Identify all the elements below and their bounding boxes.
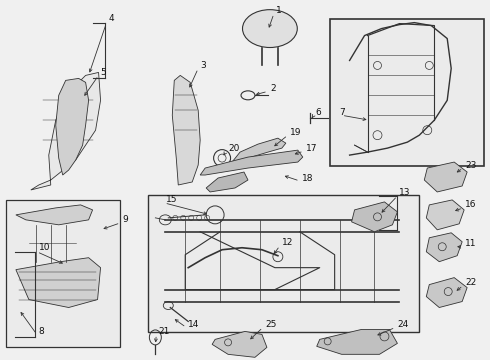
Text: 16: 16 xyxy=(465,201,477,210)
Bar xyxy=(330,19,484,166)
Polygon shape xyxy=(16,258,100,307)
Polygon shape xyxy=(426,233,462,262)
Text: 5: 5 xyxy=(100,68,106,77)
Polygon shape xyxy=(426,200,464,230)
Text: 14: 14 xyxy=(188,320,199,329)
Polygon shape xyxy=(317,329,397,354)
Text: 2: 2 xyxy=(270,84,275,93)
Text: 9: 9 xyxy=(122,215,128,224)
Text: 1: 1 xyxy=(276,6,282,15)
Text: 25: 25 xyxy=(265,320,276,329)
Text: 12: 12 xyxy=(282,238,293,247)
Polygon shape xyxy=(31,72,100,190)
Polygon shape xyxy=(424,162,467,192)
Polygon shape xyxy=(212,332,267,357)
Bar xyxy=(148,195,419,332)
Text: 11: 11 xyxy=(465,239,477,248)
Text: 22: 22 xyxy=(465,278,476,287)
Text: 18: 18 xyxy=(302,174,313,183)
Text: 23: 23 xyxy=(465,161,476,170)
Polygon shape xyxy=(352,202,397,232)
Polygon shape xyxy=(232,138,286,162)
Bar xyxy=(6,200,121,347)
Text: 3: 3 xyxy=(200,61,206,70)
Polygon shape xyxy=(200,150,303,175)
Text: 4: 4 xyxy=(108,14,114,23)
Text: 6: 6 xyxy=(316,108,321,117)
Text: 24: 24 xyxy=(397,320,409,329)
Text: 15: 15 xyxy=(166,195,178,204)
Text: 8: 8 xyxy=(39,327,45,336)
Text: 10: 10 xyxy=(39,243,50,252)
Polygon shape xyxy=(16,205,93,225)
Text: 20: 20 xyxy=(228,144,240,153)
Text: 21: 21 xyxy=(158,327,170,336)
Polygon shape xyxy=(56,78,89,175)
Text: 19: 19 xyxy=(290,128,301,137)
Polygon shape xyxy=(426,278,467,307)
Text: 13: 13 xyxy=(399,188,411,197)
Ellipse shape xyxy=(243,10,297,48)
Text: 17: 17 xyxy=(306,144,317,153)
Text: 7: 7 xyxy=(340,108,345,117)
Polygon shape xyxy=(172,75,200,185)
Polygon shape xyxy=(206,172,248,192)
